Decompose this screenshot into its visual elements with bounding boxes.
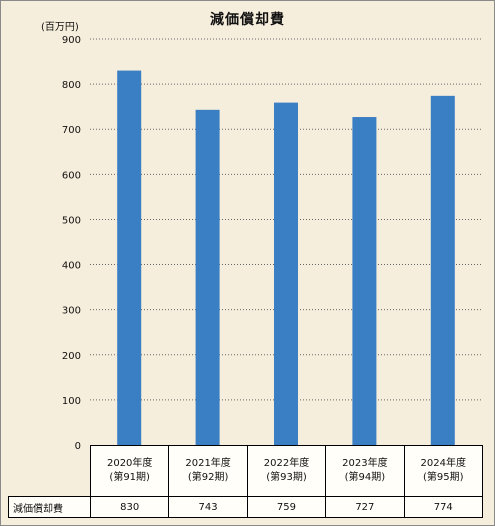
series-row-label: 減価償却費	[8, 496, 91, 518]
y-tick-label: 100	[62, 396, 81, 407]
table-corner-cell	[8, 445, 91, 497]
bar-5	[430, 95, 455, 445]
data-value-cell: 830	[89, 496, 170, 518]
y-tick-label: 600	[62, 170, 81, 181]
category-year-label: 2024年度	[420, 458, 466, 469]
category-header: 2021年度 (第92期)	[168, 445, 248, 497]
category-period-label: (第94期)	[344, 472, 386, 483]
category-period-label: (第91期)	[109, 472, 150, 483]
category-header: 2020年度 (第91期)	[89, 445, 170, 497]
category-year-label: 2020年度	[106, 458, 153, 469]
y-tick-label: 800	[62, 80, 81, 91]
category-year-label: 2023年度	[342, 458, 388, 469]
data-value-cell: 727	[325, 496, 405, 518]
category-period-label: (第92期)	[187, 472, 229, 483]
bar-2	[195, 109, 220, 445]
y-tick-label: 500	[62, 215, 81, 226]
category-period-label: (第95期)	[422, 472, 464, 483]
data-table: 2020年度 (第91期) 2021年度 (第92期) 2022年度 (第93期) 2023…	[8, 445, 483, 518]
category-header: 2024年度 (第95期)	[403, 445, 483, 497]
category-year-label: 2021年度	[185, 458, 231, 469]
bar-4	[352, 117, 377, 445]
data-value-cell: 774	[403, 496, 483, 518]
y-tick-label: 200	[62, 351, 81, 362]
category-header: 2023年度 (第94期)	[325, 445, 405, 497]
y-tick-label: 300	[62, 306, 81, 317]
y-tick-label: 400	[62, 261, 81, 272]
category-period-label: (第93期)	[266, 472, 307, 483]
bar-1	[117, 70, 142, 446]
bar-3	[274, 102, 298, 446]
y-tick-label: 700	[62, 125, 81, 136]
category-year-label: 2022年度	[263, 458, 310, 469]
data-value-cell: 759	[246, 496, 327, 518]
data-value-cell: 743	[168, 496, 248, 518]
chart-title: 減価償却費	[210, 12, 285, 28]
category-header: 2022年度 (第93期)	[246, 445, 327, 497]
y-tick-label: 900	[62, 35, 81, 46]
y-axis-unit-label: (百万円)	[41, 22, 79, 33]
